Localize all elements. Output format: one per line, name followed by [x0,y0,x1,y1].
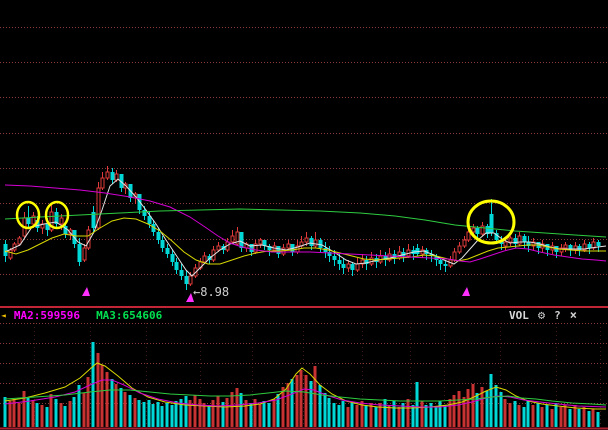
ma2-value-label: MA2:599596 [13,309,81,322]
close-icon[interactable]: × [569,308,577,322]
volume-chart[interactable] [0,323,608,430]
highlight-circle [44,200,70,230]
candlestick-chart[interactable]: ←8.98 [0,0,608,306]
highlight-circle [15,200,41,230]
event-marker-icon [82,287,90,296]
scroll-left-icon[interactable]: ◄ [1,311,6,320]
event-marker-icon [462,287,470,296]
vol-indicator-label[interactable]: VOL [509,309,529,322]
low-price-label: ←8.98 [193,285,229,299]
vol-ma-yellow [4,362,606,410]
highlight-circle [466,199,516,245]
indicator-bar: ◄ MA2:599596 MA3:654606 VOL ⚙ ? × [0,306,608,323]
indicator-bar-controls: VOL ⚙ ? × [509,308,608,323]
event-marker-icon [186,293,194,302]
ma-short-white [4,178,607,277]
ma-longest-green [4,208,607,238]
gear-icon[interactable]: ⚙ [537,308,546,322]
help-icon[interactable]: ? [554,309,561,322]
ma-mid-yellow [4,217,606,265]
ma3-value-label: MA3:654606 [96,309,163,322]
ma-long-magenta [4,184,607,263]
vol-ma-green [4,389,607,406]
